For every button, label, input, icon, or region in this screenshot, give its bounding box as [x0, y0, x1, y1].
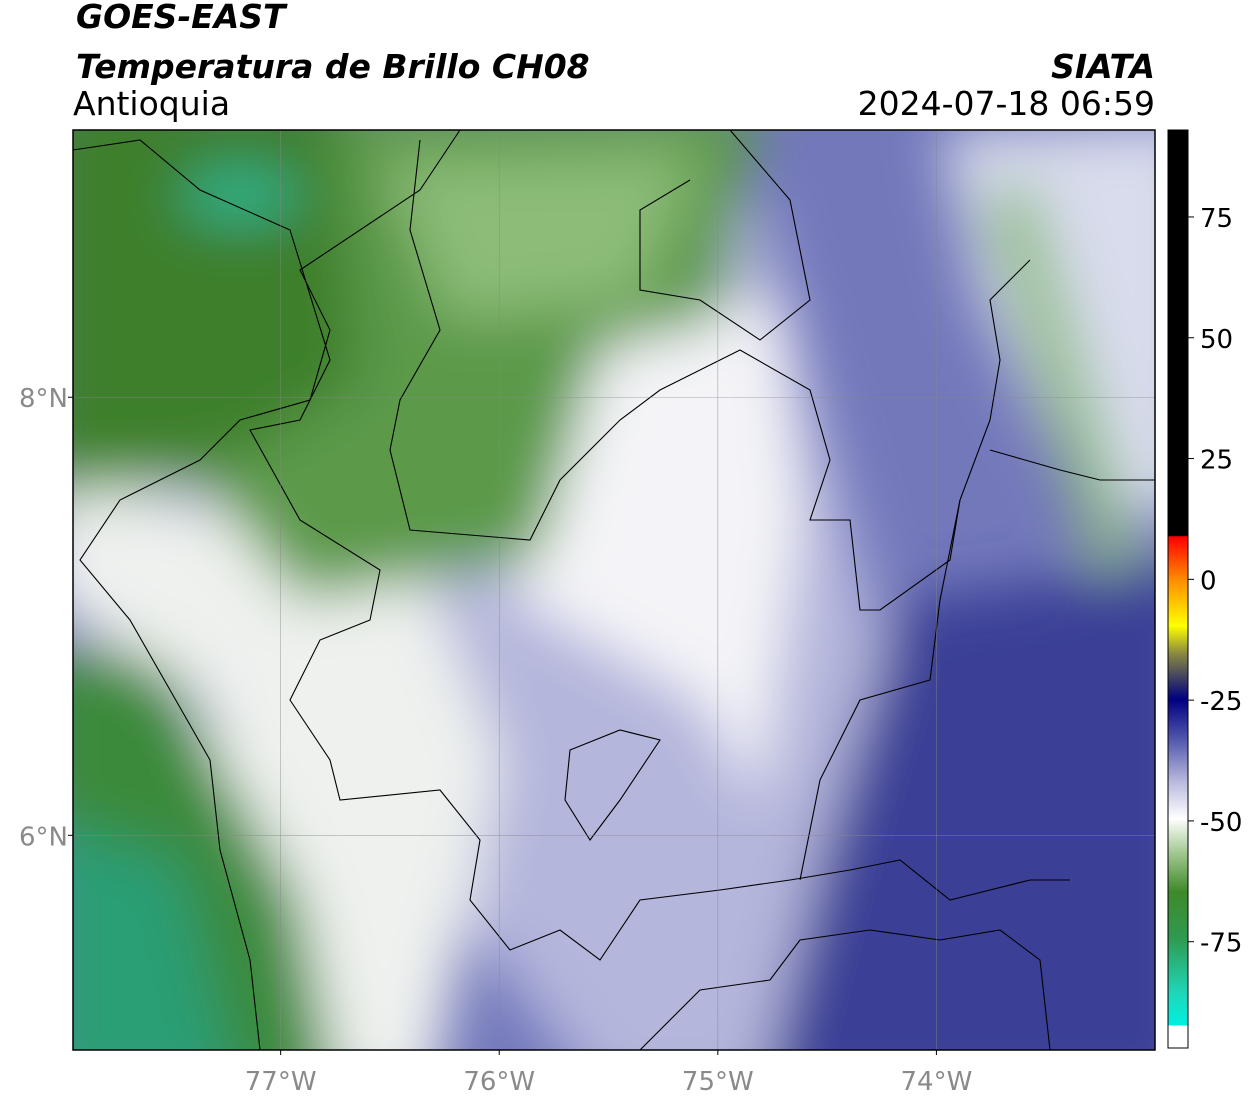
colorbar-tick-label: 0 — [1200, 566, 1217, 596]
colorbar-ramp — [1167, 129, 1189, 1049]
colorbar-tick-label: 25 — [1200, 446, 1233, 476]
map-frame — [72, 129, 1156, 1051]
datetime: 2024-07-18 06:59 — [858, 84, 1155, 123]
subtitle: Temperatura de Brillo CH08 — [76, 47, 590, 86]
header: GOES-EAST Temperatura de Brillo CH08 Ant… — [73, 0, 1155, 123]
colorbar-tick-label: -25 — [1200, 687, 1242, 717]
lon-tick-label: 74°W — [901, 1067, 973, 1097]
lat-tick-label: 8°N — [19, 384, 68, 414]
colorbar-tick-label: -75 — [1200, 929, 1242, 959]
lat-tick-label: 6°N — [19, 822, 68, 852]
map-image — [73, 130, 1155, 1050]
colorbar-tick-label: 50 — [1200, 325, 1233, 355]
colorbar — [1167, 129, 1189, 1049]
source: SIATA — [1051, 47, 1155, 86]
title: GOES-EAST — [76, 0, 288, 36]
colorbar-tick-label: 75 — [1200, 204, 1233, 234]
region: Antioquia — [73, 84, 230, 123]
lon-tick-label: 75°W — [682, 1067, 754, 1097]
lon-tick-label: 77°W — [245, 1067, 317, 1097]
colorbar-tick-label: -50 — [1200, 808, 1242, 838]
graticule — [73, 130, 1155, 1050]
lon-tick-label: 76°W — [463, 1067, 535, 1097]
